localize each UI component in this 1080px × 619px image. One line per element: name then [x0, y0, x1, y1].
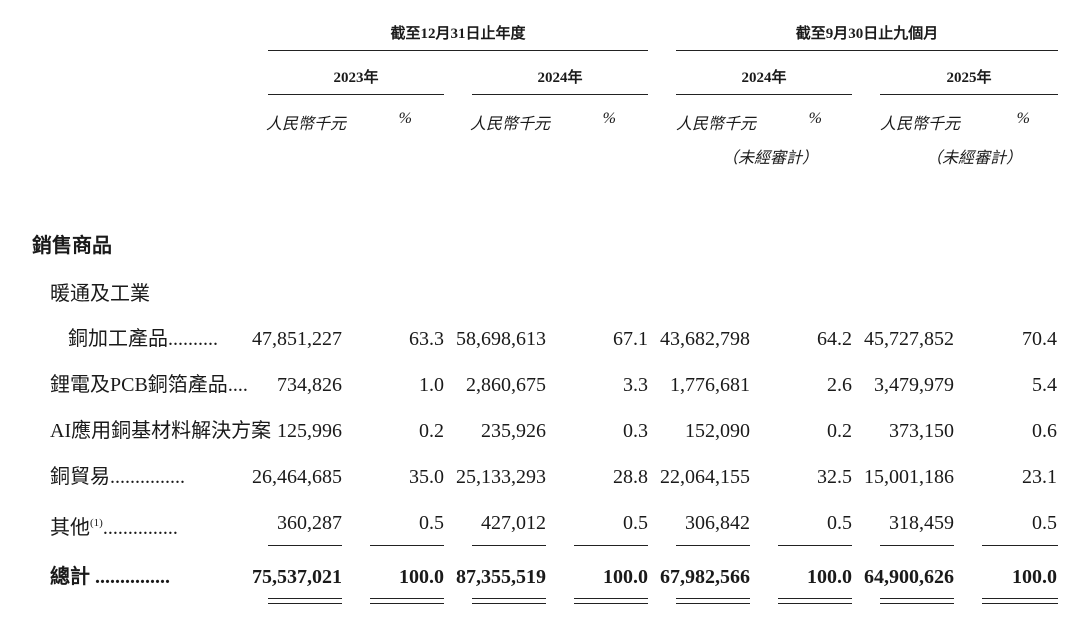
subtotal-rule-5 [676, 545, 750, 546]
unit-label-4: 人民幣千元 [880, 116, 961, 133]
total-cell: 87,355,519 [456, 566, 546, 588]
table-cell: 235,926 [481, 420, 546, 442]
unaudited-label-1: （未經審計） [722, 150, 819, 167]
subtotal-rule-1 [268, 545, 342, 546]
table-cell: 0.6 [1032, 420, 1057, 442]
total-double-rule-8 [982, 598, 1058, 604]
total-cell: 75,537,021 [252, 566, 342, 588]
table-cell: 0.2 [827, 420, 852, 442]
year-rule-3 [676, 94, 852, 95]
subtotal-rule-2 [370, 545, 444, 546]
year-header-2: 2024年 [537, 70, 583, 86]
table-cell: 5.4 [1032, 374, 1057, 396]
year-header-4: 2025年 [946, 70, 992, 86]
header-fiscal-year: 截至12月31日止年度 [390, 26, 526, 42]
table-cell: 125,996 [277, 420, 342, 442]
table-cell: 2,860,675 [466, 374, 546, 396]
table-cell: 43,682,798 [660, 328, 750, 350]
pct-label-3: % [808, 110, 822, 127]
unit-label-3: 人民幣千元 [676, 116, 757, 133]
table-cell: 15,001,186 [864, 466, 954, 488]
total-cell: 64,900,626 [864, 566, 954, 588]
table-cell: 67.1 [613, 328, 648, 350]
table-cell: 35.0 [409, 466, 444, 488]
subtotal-rule-7 [880, 545, 954, 546]
total-double-rule-2 [370, 598, 444, 604]
table-cell: 373,150 [889, 420, 954, 442]
table-cell: 63.3 [409, 328, 444, 350]
table-cell: 0.5 [419, 512, 444, 534]
total-cell: 100.0 [1012, 566, 1057, 588]
subtotal-rule-4 [574, 545, 648, 546]
table-cell: 28.8 [613, 466, 648, 488]
row-label: AI應用銅基材料解決方案 [50, 420, 272, 442]
table-cell: 0.5 [827, 512, 852, 534]
table-cell: 26,464,685 [252, 466, 342, 488]
table-cell: 70.4 [1022, 328, 1057, 350]
table-cell: 152,090 [685, 420, 750, 442]
section-subheading: 暖通及工業 [50, 283, 150, 305]
table-cell: 64.2 [817, 328, 852, 350]
table-cell: 0.3 [623, 420, 648, 442]
year-rule-4 [880, 94, 1058, 95]
total-double-rule-7 [880, 598, 954, 604]
table-cell: 318,459 [889, 512, 954, 534]
total-label: 總計 ............... [50, 566, 170, 588]
year-header-3: 2024年 [741, 70, 787, 86]
unit-label-2: 人民幣千元 [470, 116, 551, 133]
total-cell: 100.0 [603, 566, 648, 588]
unaudited-label-2: （未經審計） [926, 150, 1023, 167]
table-cell: 22,064,155 [660, 466, 750, 488]
table-cell: 25,133,293 [456, 466, 546, 488]
table-cell: 734,826 [277, 374, 342, 396]
section-title: 銷售商品 [32, 235, 112, 257]
header-rule-fy [268, 50, 648, 51]
subtotal-rule-3 [472, 545, 546, 546]
total-double-rule-3 [472, 598, 546, 604]
table-cell: 1,776,681 [670, 374, 750, 396]
table-cell: 23.1 [1022, 466, 1057, 488]
total-cell: 100.0 [399, 566, 444, 588]
table-cell: 2.6 [827, 374, 852, 396]
table-cell: 0.5 [623, 512, 648, 534]
year-rule-1 [268, 94, 444, 95]
total-double-rule-4 [574, 598, 648, 604]
table-cell: 0.2 [419, 420, 444, 442]
pct-label-4: % [1016, 110, 1030, 127]
total-double-rule-5 [676, 598, 750, 604]
table-cell: 360,287 [277, 512, 342, 534]
table-cell: 47,851,227 [252, 328, 342, 350]
subtotal-rule-6 [778, 545, 852, 546]
table-cell: 32.5 [817, 466, 852, 488]
table-cell: 0.5 [1032, 512, 1057, 534]
row-label: 銅加工產品.......... [68, 328, 218, 350]
total-double-rule-1 [268, 598, 342, 604]
table-cell: 306,842 [685, 512, 750, 534]
table-cell: 427,012 [481, 512, 546, 534]
table-cell: 3.3 [623, 374, 648, 396]
unit-label-1: 人民幣千元 [266, 116, 347, 133]
pct-label-2: % [602, 110, 616, 127]
row-label: 其他(1)............... [50, 517, 178, 539]
table-cell: 1.0 [419, 374, 444, 396]
header-nine-months: 截至9月30日止九個月 [795, 26, 939, 42]
header-rule-9m [676, 50, 1058, 51]
table-cell: 45,727,852 [864, 328, 954, 350]
total-cell: 100.0 [807, 566, 852, 588]
year-header-1: 2023年 [333, 70, 379, 86]
table-cell: 3,479,979 [874, 374, 954, 396]
total-double-rule-6 [778, 598, 852, 604]
subtotal-rule-8 [982, 545, 1058, 546]
table-cell: 58,698,613 [456, 328, 546, 350]
row-label: 銅貿易............... [50, 466, 185, 488]
total-cell: 67,982,566 [660, 566, 750, 588]
row-label: 鋰電及PCB銅箔產品.... [50, 374, 248, 396]
pct-label-1: % [398, 110, 412, 127]
year-rule-2 [472, 94, 648, 95]
